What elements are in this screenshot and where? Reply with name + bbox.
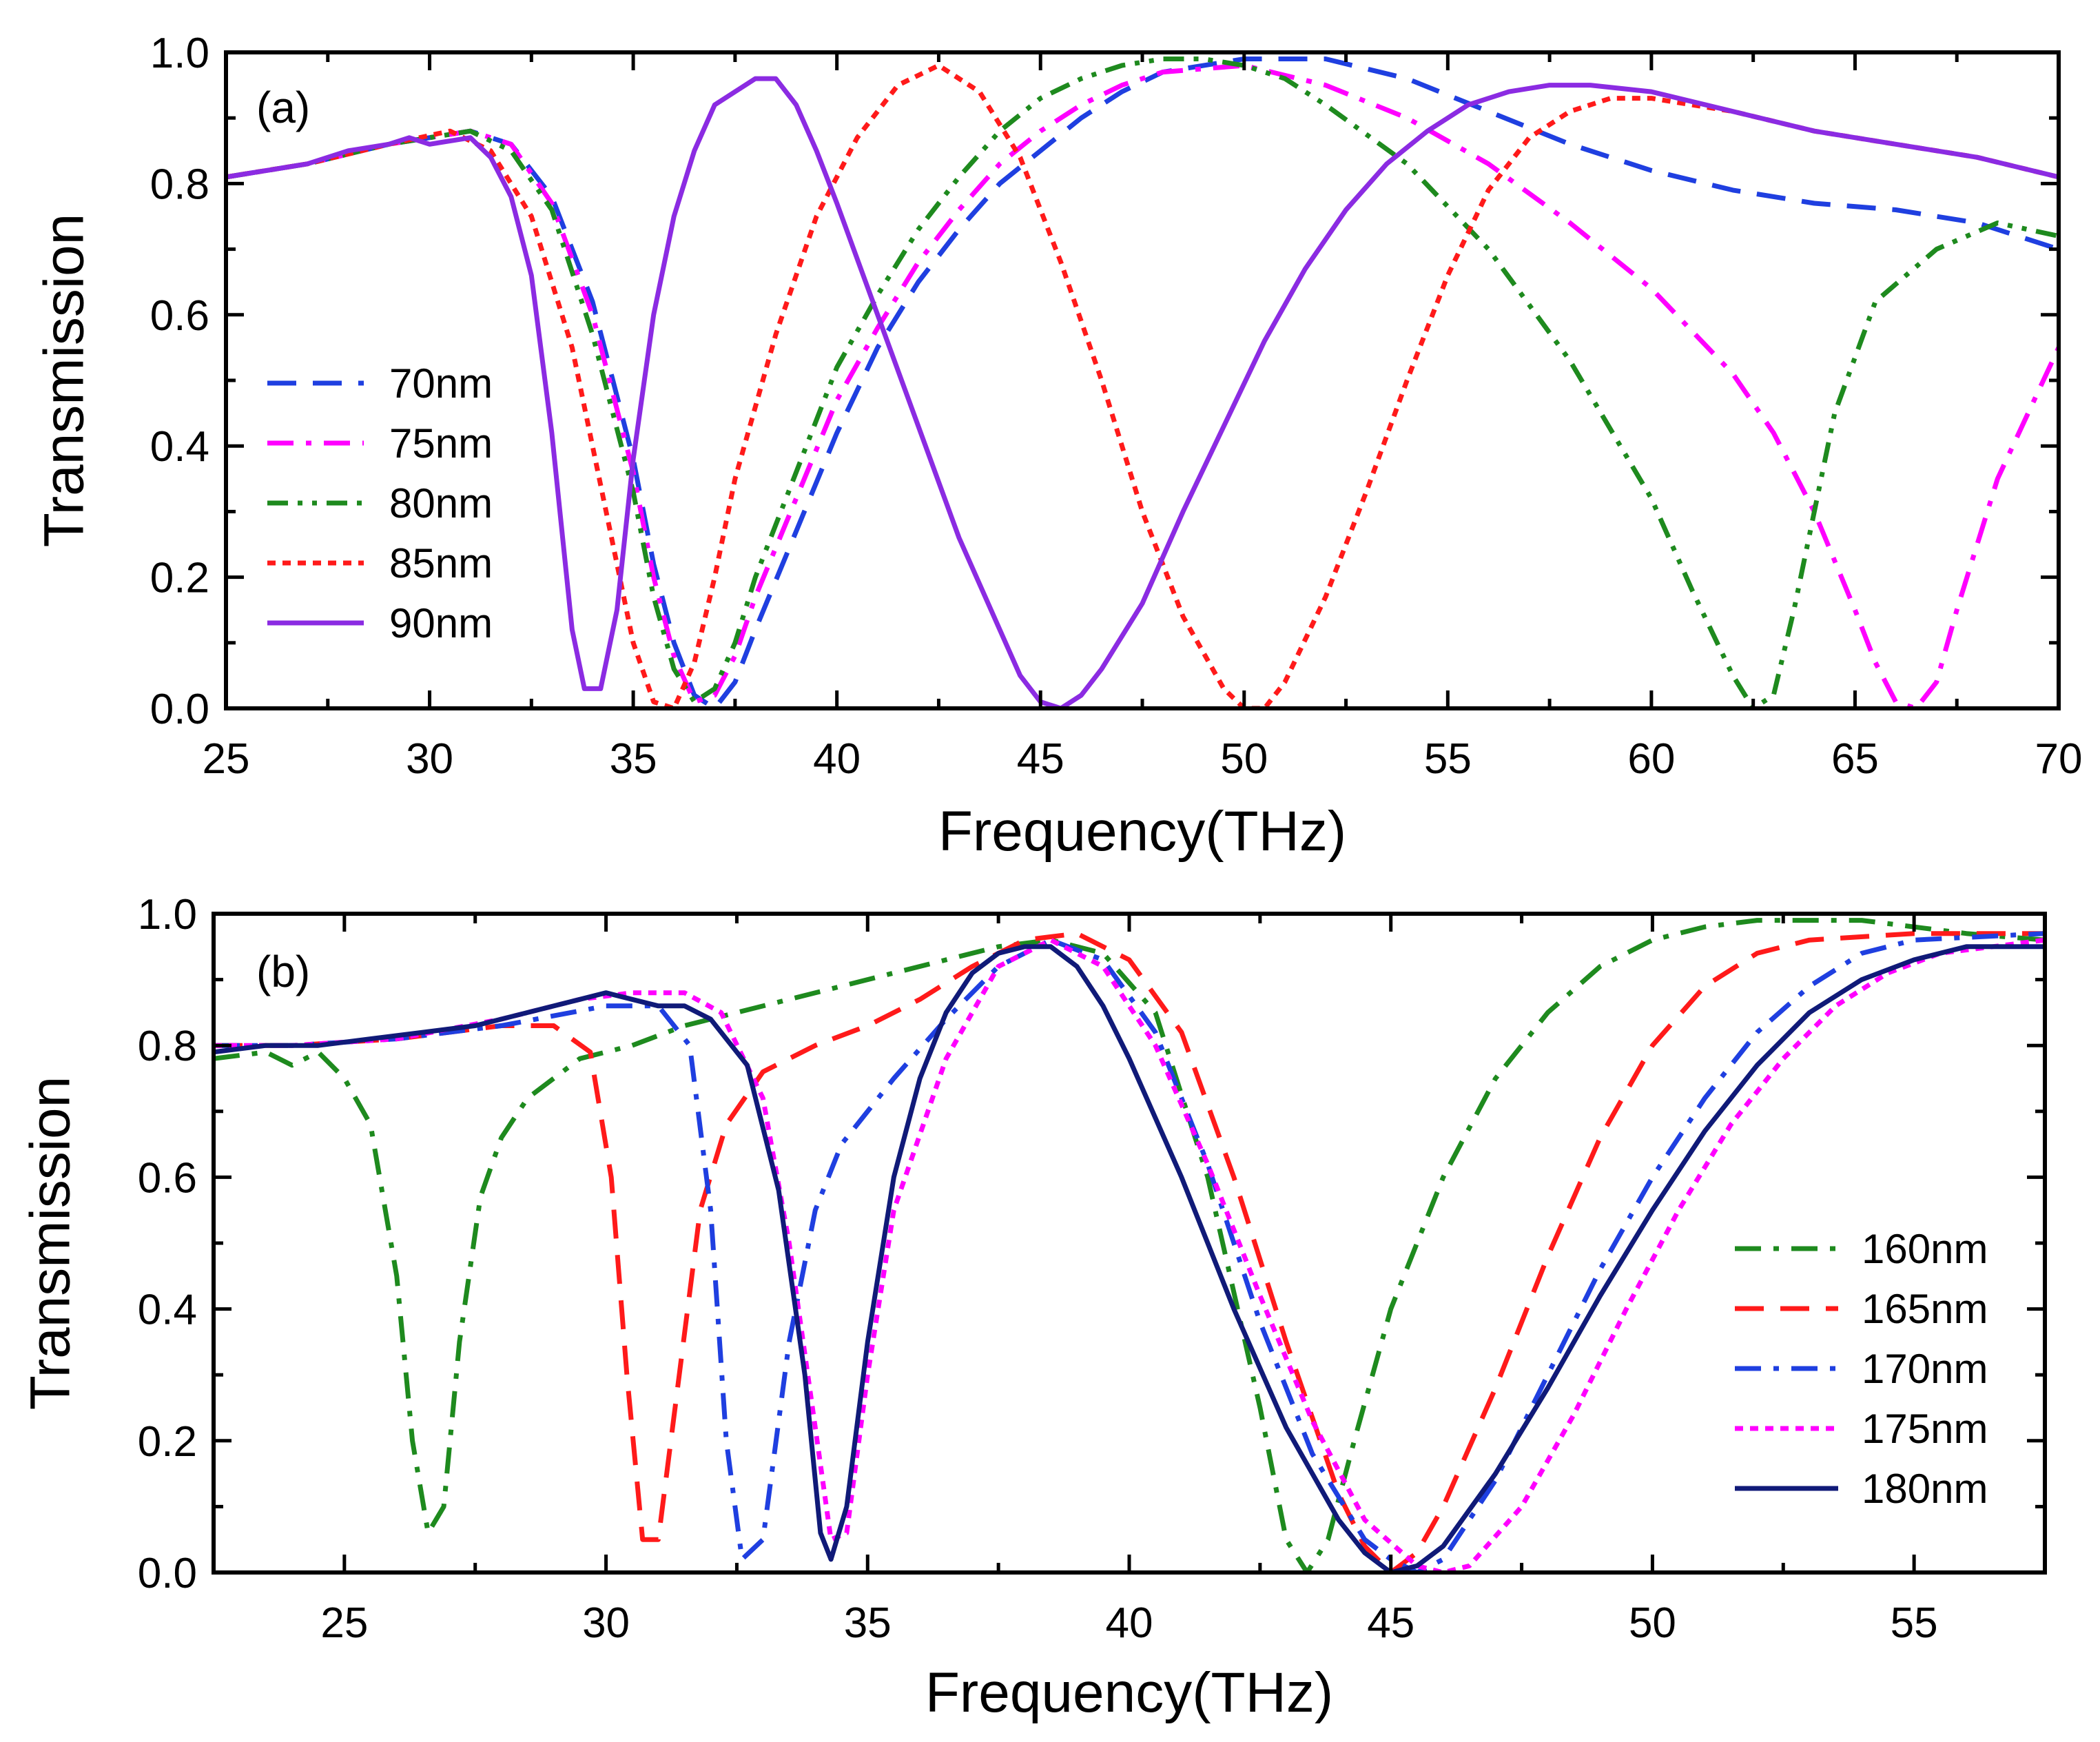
legend-label-75nm: 75nm: [389, 420, 493, 467]
y-tick-label: 0.2: [138, 1418, 197, 1466]
y-tick-label: 0.4: [150, 423, 209, 471]
panel-label: (a): [256, 83, 310, 132]
legend-label-180nm: 180nm: [1862, 1466, 1988, 1512]
legend: 70nm 75nm 80nm 85nm 90nm: [267, 360, 493, 646]
x-tick-label: 40: [1106, 1599, 1153, 1647]
series-line-175nm: [214, 937, 2045, 1572]
x-axis-title: Frequency(THz): [938, 800, 1346, 863]
x-tick-label: 70: [2035, 735, 2083, 783]
series-line-160nm: [214, 918, 2045, 1572]
series-line-75nm: [226, 63, 2059, 708]
x-tick-label: 35: [610, 735, 657, 783]
x-tick-label: 25: [203, 735, 250, 783]
legend-label-175nm: 175nm: [1862, 1406, 1988, 1452]
x-tick-label: 55: [1424, 735, 1472, 783]
series-line-80nm: [226, 57, 2059, 708]
x-tick-label: 45: [1367, 1599, 1414, 1647]
y-tick-label: 0.2: [150, 555, 209, 602]
x-tick-label: 50: [1629, 1599, 1676, 1647]
x-tick-label: 30: [582, 1599, 630, 1647]
legend-label-80nm: 80nm: [389, 480, 493, 526]
series-line-85nm: [226, 63, 2059, 708]
x-axis-title: Frequency(THz): [925, 1661, 1333, 1724]
y-tick-label: 0.0: [138, 1550, 197, 1597]
panel-b: 25 30 35 40 45 50 55 0.0 0.2 0.4 0.6 0.8 1.0 Frequenc…: [19, 891, 2047, 1724]
x-tick-label: 55: [1891, 1599, 1938, 1647]
series-line-180nm: [214, 944, 2045, 1572]
y-tick-label: 0.8: [138, 1023, 197, 1070]
y-tick-label: 0.4: [138, 1287, 197, 1334]
plot-frame: [224, 50, 2061, 710]
legend-label-90nm: 90nm: [389, 600, 493, 646]
legend: 160nm 165nm 170nm 175nm 180nm: [1735, 1226, 1988, 1512]
plot-frame: [212, 912, 2047, 1575]
x-tick-label: 65: [1831, 735, 1879, 783]
x-tick-label: 60: [1627, 735, 1675, 783]
legend-label-85nm: 85nm: [389, 540, 493, 586]
legend-label-70nm: 70nm: [389, 360, 493, 407]
x-tick-label: 45: [1017, 735, 1064, 783]
x-tick-label: 50: [1220, 735, 1268, 783]
y-tick-label: 0.6: [138, 1154, 197, 1202]
x-tick-label: 35: [844, 1599, 892, 1647]
y-axis-title: Transmission: [33, 214, 96, 548]
x-tick-label: 25: [320, 1599, 368, 1647]
series-line-70nm: [226, 57, 2059, 708]
x-tick-label: 40: [813, 735, 861, 783]
y-tick-label: 0.0: [150, 686, 209, 733]
legend-label-170nm: 170nm: [1862, 1346, 1988, 1392]
y-tick-label: 1.0: [138, 891, 197, 939]
panel-label: (b): [256, 947, 310, 996]
x-tick-label: 30: [406, 735, 453, 783]
series-line-165nm: [214, 931, 2045, 1572]
y-tick-label: 1.0: [150, 30, 209, 77]
y-tick-label: 0.6: [150, 292, 209, 340]
legend-label-160nm: 160nm: [1862, 1226, 1988, 1272]
panel-a: 25 30 35 40 45 50 55 60 65 70 0.0 0.2 0.4 0.6 0.8 1.0 Fr…: [33, 30, 2083, 863]
y-tick-label: 0.8: [150, 161, 209, 208]
y-axis-title: Transmission: [19, 1076, 82, 1411]
legend-label-165nm: 165nm: [1862, 1286, 1988, 1332]
series-line-90nm: [226, 76, 2059, 708]
